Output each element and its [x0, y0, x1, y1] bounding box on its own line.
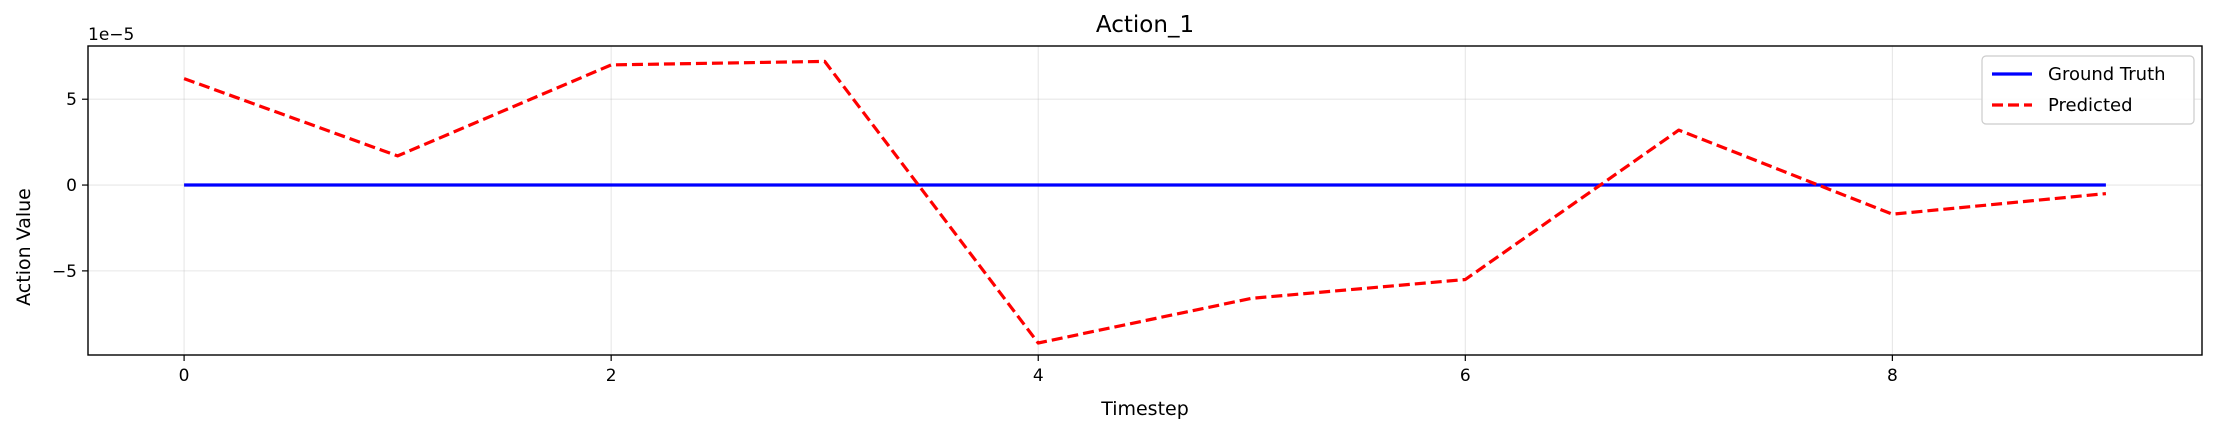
- legend-label: Ground Truth: [2048, 64, 2166, 85]
- plot-series: [183, 59, 2107, 345]
- y-tick-label: 0: [66, 176, 77, 196]
- legend-label: Predicted: [2048, 95, 2133, 116]
- x-tick-label: 2: [606, 366, 617, 386]
- legend: Ground Truth Predicted: [1981, 55, 2195, 125]
- axis-ticks: 0 2 4 6 8 −5 0 5: [52, 90, 1898, 386]
- chart-title: Action_1: [1096, 12, 1194, 38]
- y-axis-offset-text: 1e−5: [88, 25, 134, 45]
- x-tick-label: 0: [179, 366, 190, 386]
- x-tick-label: 8: [1887, 366, 1898, 386]
- legend-box: [1981, 55, 2195, 125]
- x-tick-label: 6: [1460, 366, 1471, 386]
- y-axis-label: Action Value: [13, 188, 35, 306]
- x-tick-label: 4: [1033, 366, 1044, 386]
- plot-area-frame: [87, 45, 2203, 356]
- y-tick-label: −5: [52, 262, 77, 282]
- x-axis-label: Timestep: [1100, 398, 1189, 420]
- y-tick-label: 5: [66, 90, 77, 110]
- grid-lines: [88, 46, 2202, 355]
- series-line-predicted: [183, 59, 2107, 345]
